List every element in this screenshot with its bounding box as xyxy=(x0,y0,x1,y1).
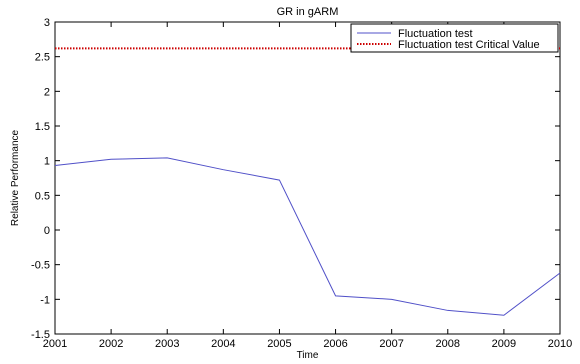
y-tick-label: 2 xyxy=(44,86,50,98)
y-tick-label: 1.5 xyxy=(35,121,50,133)
x-tick-label: 2003 xyxy=(155,338,179,350)
x-tick-label: 2005 xyxy=(267,338,291,350)
legend-box xyxy=(350,23,559,53)
y-tick-label: -1.5 xyxy=(31,329,50,341)
y-tick-label: 3 xyxy=(44,17,50,29)
series-line-fluctuation-test xyxy=(54,157,561,316)
y-tick-label: 1 xyxy=(44,156,50,168)
y-axis: -1.5 -1 -0.5 0 0.5 1 1.5 2 2.5 3 xyxy=(31,17,560,341)
x-tick-label: 2004 xyxy=(211,338,235,350)
y-tick-label: -0.5 xyxy=(31,260,50,272)
x-tick-label: 2008 xyxy=(436,338,460,350)
x-tick-label: 2006 xyxy=(323,338,347,350)
y-tick-label: -1 xyxy=(40,294,50,306)
x-tick-label: 2007 xyxy=(379,338,403,350)
legend-label-critical-value: Fluctuation test Critical Value xyxy=(398,39,540,51)
y-tick-label: 0.5 xyxy=(35,190,50,202)
legend-label-fluctuation-test: Fluctuation test xyxy=(398,28,473,40)
x-tick-label: 2002 xyxy=(99,338,123,350)
y-tick-label: 2.5 xyxy=(35,52,50,64)
legend: Fluctuation test Fluctuation test Critic… xyxy=(350,23,559,53)
x-axis: 2001 2002 2003 2004 2005 2006 2007 2008 2009 2010 xyxy=(43,22,572,350)
y-axis-title: Relative Performance xyxy=(10,129,21,226)
y-tick-label: 0 xyxy=(44,225,50,237)
x-tick-label: 2001 xyxy=(43,338,67,350)
x-axis-title: Time xyxy=(297,350,319,361)
plot-area xyxy=(54,21,561,335)
x-tick-label: 2010 xyxy=(548,338,572,350)
x-tick-label: 2009 xyxy=(492,338,516,350)
chart-title: GR in gARM xyxy=(277,6,339,18)
